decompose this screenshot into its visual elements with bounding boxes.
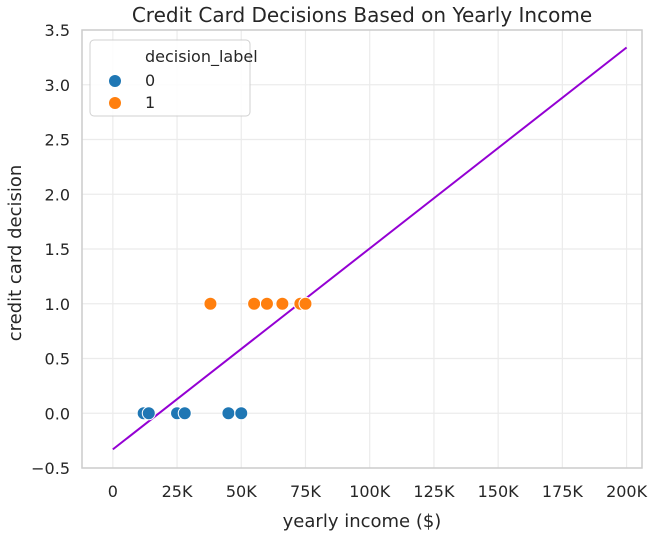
point-series-0-1: [141, 406, 156, 421]
x-tick-labels: 0 25K 50K 75K 100K 125K 150K 175K 200K: [108, 482, 648, 501]
legend-label-0: 0: [145, 71, 155, 90]
point-series-0-5: [234, 406, 249, 421]
legend-label-1: 1: [145, 93, 155, 112]
y-tick-label-3: 1.0: [45, 295, 70, 314]
y-tick-label-2: 0.5: [45, 350, 70, 369]
y-tick-label-7: 3.0: [45, 76, 70, 95]
plot-border: [81, 29, 643, 469]
data-points: [136, 296, 313, 421]
point-series-1-2: [259, 296, 274, 311]
legend: decision_label 0 1: [89, 39, 258, 117]
x-tick-label-5: 125K: [413, 482, 455, 501]
axes-frame: [81, 29, 643, 469]
point-series-1-3: [275, 296, 290, 311]
y-tick-label-1: 0.0: [45, 404, 70, 423]
y-tick-label-8: 3.5: [45, 21, 70, 40]
x-tick-label-1: 25K: [162, 482, 193, 501]
y-tick-label-6: 2.5: [45, 131, 70, 150]
x-tick-label-6: 150K: [478, 482, 520, 501]
point-series-1-1: [247, 296, 262, 311]
legend-marker-0: [109, 75, 121, 87]
y-tick-label-0: −0.5: [31, 459, 70, 478]
x-tick-label-3: 75K: [290, 482, 321, 501]
y-tick-labels: −0.5 0.0 0.5 1.0 1.5 2.0 2.5 3.0 3.5: [31, 21, 70, 478]
fit-line-layer: [112, 46, 628, 451]
y-tick-label-5: 2.0: [45, 185, 70, 204]
legend-marker-1: [109, 97, 121, 109]
x-axis-label: yearly income ($): [283, 511, 442, 532]
fit-line: [112, 46, 628, 451]
x-tick-label-0: 0: [108, 482, 118, 501]
point-series-0-4: [221, 406, 236, 421]
legend-title: decision_label: [145, 47, 258, 67]
x-tick-label-4: 100K: [349, 482, 391, 501]
legend-box: [89, 39, 251, 117]
y-axis-label: credit card decision: [5, 165, 26, 342]
x-tick-label-7: 175K: [542, 482, 584, 501]
chart-title: Credit Card Decisions Based on Yearly In…: [132, 3, 592, 27]
x-tick-label-2: 50K: [226, 482, 257, 501]
point-series-0-3: [177, 406, 192, 421]
x-tick-label-8: 200K: [606, 482, 648, 501]
point-series-1-5: [298, 296, 313, 311]
point-series-1-0: [203, 296, 218, 311]
y-tick-label-4: 1.5: [45, 240, 70, 259]
